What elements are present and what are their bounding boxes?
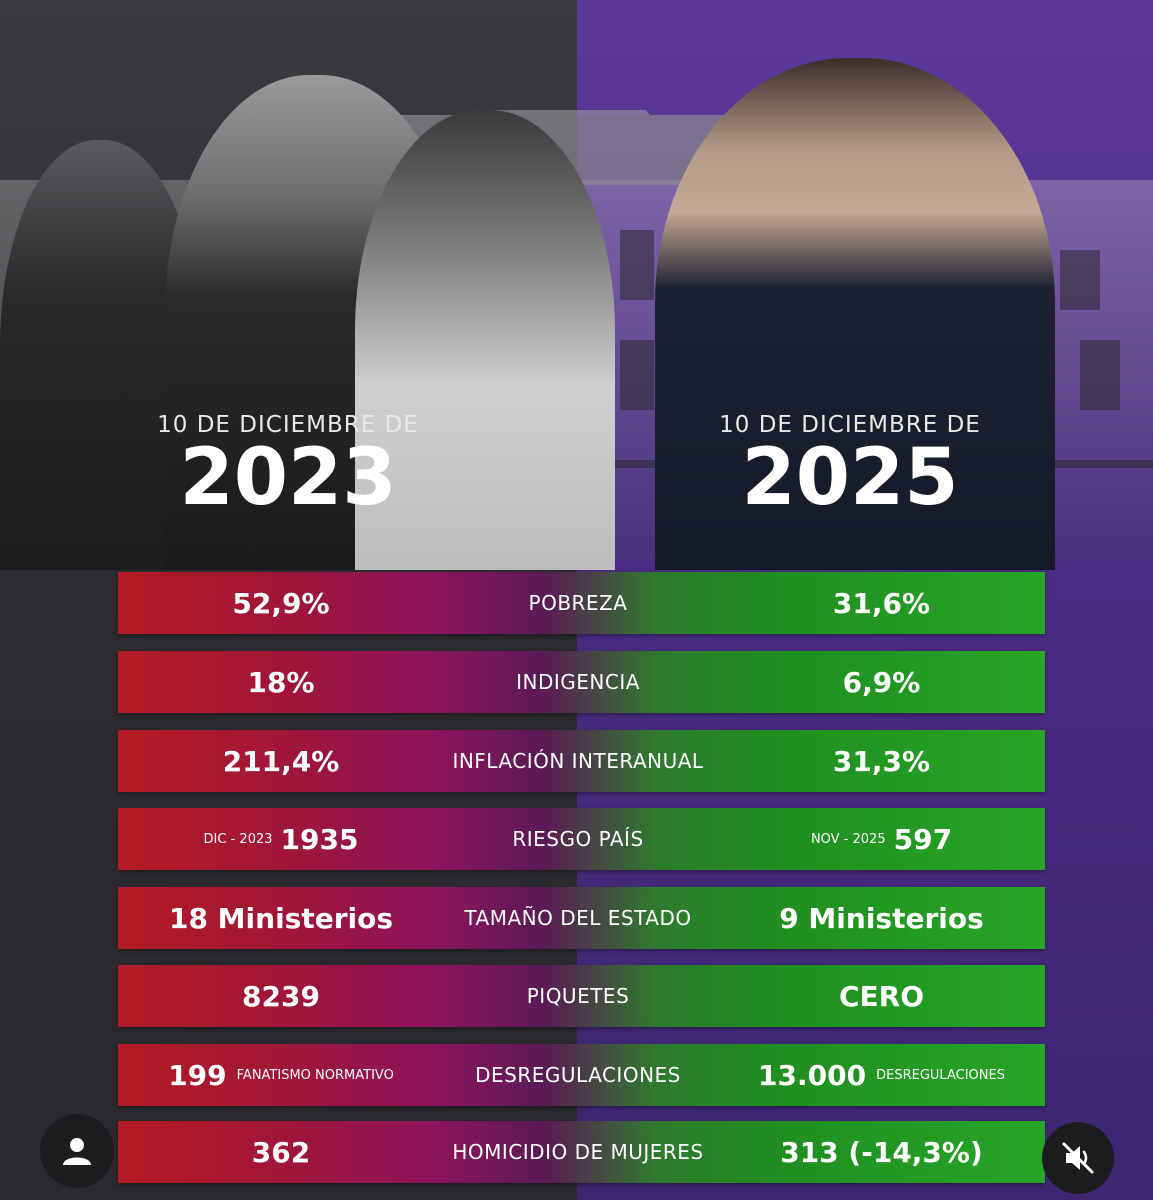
profile-button[interactable]: [40, 1114, 114, 1188]
row-label: INFLACIÓN INTERANUAL: [452, 749, 704, 773]
left-value: 211,4%: [222, 744, 340, 778]
mute-toggle-button[interactable]: [1042, 1122, 1114, 1194]
headline-2025: 10 DE DICIEMBRE DE 2025: [680, 412, 1020, 518]
row-tamano-estado: 18 Ministerios TAMAÑO DEL ESTADO 9 Minis…: [118, 887, 1045, 949]
right-suffix: DESREGULACIONES: [876, 1067, 1005, 1083]
right-value: 313 (-14,3%): [780, 1135, 983, 1169]
row-label: POBREZA: [528, 591, 628, 615]
right-value: CERO: [838, 979, 925, 1013]
right-value: 597: [893, 822, 953, 856]
row-label: DESREGULACIONES: [475, 1063, 681, 1087]
right-value: 31,3%: [832, 744, 931, 778]
left-value: 52,9%: [232, 586, 330, 620]
person-left-3: [355, 110, 615, 570]
muted-speaker-icon: [1062, 1142, 1094, 1174]
year-right: 2025: [741, 433, 959, 523]
left-value: 1935: [280, 822, 359, 856]
row-homicidio-mujeres: 362 HOMICIDIO DE MUJERES 313 (-14,3%): [118, 1121, 1045, 1183]
row-desregulaciones: 199 FANATISMO NORMATIVO DESREGULACIONES …: [118, 1044, 1045, 1106]
left-prefix: DIC - 2023: [203, 831, 273, 847]
row-indigencia: 18% INDIGENCIA 6,9%: [118, 651, 1045, 713]
left-value: 8239: [242, 979, 320, 1013]
row-riesgo-pais: DIC - 2023 1935 RIESGO PAÍS NOV - 2025 5…: [118, 808, 1045, 870]
row-label: INDIGENCIA: [516, 670, 640, 694]
date-line-left: 10 DE DICIEMBRE DE: [157, 412, 419, 438]
row-piquetes: 8239 PIQUETES CERO: [118, 965, 1045, 1027]
right-value: 31,6%: [832, 586, 931, 620]
right-value: 6,9%: [842, 665, 921, 699]
person-right: [655, 58, 1055, 570]
user-icon: [63, 1138, 91, 1165]
right-prefix: NOV - 2025: [810, 831, 886, 847]
row-label: RIESGO PAÍS: [512, 827, 644, 851]
left-suffix: FANATISMO NORMATIVO: [236, 1067, 394, 1083]
row-inflacion: 211,4% INFLACIÓN INTERANUAL 31,3%: [118, 730, 1045, 792]
year-left: 2023: [179, 433, 397, 523]
right-value: 9 Ministerios: [779, 901, 984, 935]
headline-2023: 10 DE DICIEMBRE DE 2023: [118, 412, 458, 518]
left-value: 18%: [247, 665, 315, 699]
left-value: 199: [168, 1058, 227, 1092]
date-line-right: 10 DE DICIEMBRE DE: [719, 412, 981, 438]
right-value: 13.000: [758, 1058, 867, 1092]
row-label: TAMAÑO DEL ESTADO: [464, 906, 692, 930]
row-label: HOMICIDIO DE MUJERES: [452, 1140, 704, 1164]
row-label: PIQUETES: [526, 984, 630, 1008]
left-value: 362: [251, 1135, 311, 1169]
left-value: 18 Ministerios: [168, 901, 394, 935]
row-pobreza: 52,9% POBREZA 31,6%: [118, 572, 1045, 634]
